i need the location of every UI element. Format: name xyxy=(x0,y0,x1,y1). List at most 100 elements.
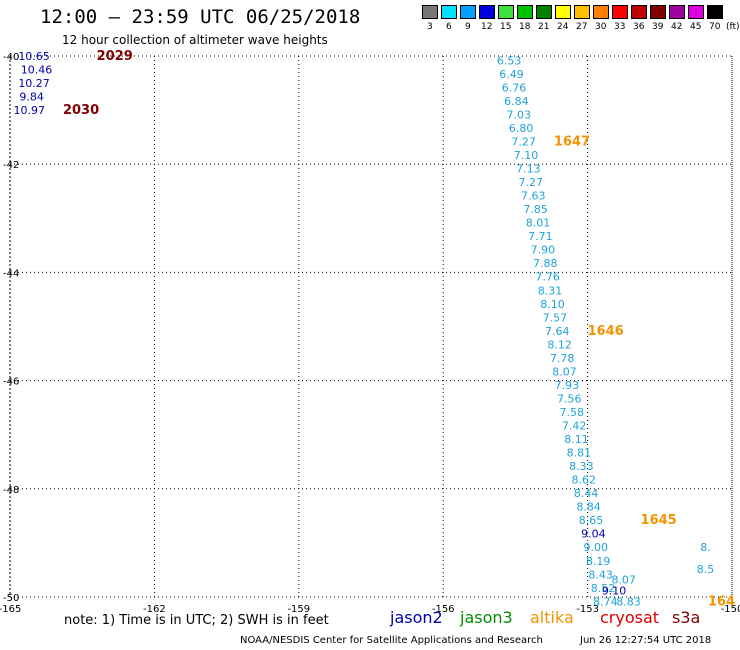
wave-height-label: 7.64 xyxy=(545,325,570,338)
legend-label: 70 xyxy=(709,22,721,32)
legend-swatch xyxy=(517,5,533,19)
legend-label: 24 xyxy=(557,22,569,32)
wave-height-label: 8.33 xyxy=(569,460,594,473)
track-time-label: 1645 xyxy=(641,513,677,528)
track-time-label: 1647 xyxy=(554,134,590,149)
legend-unit: (ft) xyxy=(726,22,740,32)
wave-height-label: 7.58 xyxy=(559,406,584,419)
legend-swatch xyxy=(441,5,457,19)
wave-height-label: 8.19 xyxy=(586,555,611,568)
wave-height-label: 6.80 xyxy=(509,122,534,135)
wave-height-label: 7.03 xyxy=(507,108,532,121)
x-tick-label: -165 xyxy=(0,604,21,615)
x-tick-label: -153 xyxy=(576,604,599,615)
wave-height-label: 8.65 xyxy=(579,514,604,527)
legend-label: 45 xyxy=(690,22,702,32)
wave-height-label: 6.49 xyxy=(499,68,524,81)
legend-swatch xyxy=(631,5,647,19)
wave-height-label: 8.81 xyxy=(567,447,592,460)
wave-height-label: 7.76 xyxy=(535,271,560,284)
wave-height-label: 6.84 xyxy=(504,95,529,108)
legend-label: 6 xyxy=(446,22,452,32)
wave-height-label: 7.63 xyxy=(521,190,546,203)
legend-label: 33 xyxy=(614,22,626,32)
wave-height-label: 8.11 xyxy=(564,433,589,446)
wave-height-label: 8.10 xyxy=(540,298,565,311)
chart-subtitle: 12 hour collection of altimeter wave hei… xyxy=(62,33,328,47)
wave-height-label: 10.27 xyxy=(18,77,50,90)
wave-height-label: 8.12 xyxy=(547,338,572,351)
x-tick-label: -159 xyxy=(287,604,310,615)
legend-label: 27 xyxy=(576,22,588,32)
legend-label: 30 xyxy=(595,22,607,32)
legend-swatch xyxy=(688,5,704,19)
legend-label: 21 xyxy=(538,22,550,32)
legend-label: 12 xyxy=(481,22,493,32)
wave-height-label: 8.74 xyxy=(593,595,618,608)
wave-height-label: 8.84 xyxy=(576,501,601,514)
legend-label: 36 xyxy=(633,22,645,32)
y-tick-label: -46 xyxy=(3,377,19,388)
wave-height-label: 10.97 xyxy=(14,104,46,117)
legend-swatch xyxy=(650,5,666,19)
legend-swatch xyxy=(612,5,628,19)
wave-height-label: 8.62 xyxy=(571,474,596,487)
wave-height-label: 8.5 xyxy=(697,563,715,576)
wave-height-label: 7.56 xyxy=(557,392,582,405)
wave-height-label: 9.04 xyxy=(581,528,606,541)
track-time-label: 2030 xyxy=(63,103,99,118)
wave-height-label: 10.46 xyxy=(21,64,53,77)
wave-height-label: 7.71 xyxy=(528,230,553,243)
wave-height-label: 9.00 xyxy=(584,541,609,554)
credit: NOAA/NESDIS Center for Satellite Applica… xyxy=(240,635,543,646)
wave-height-label: 8.31 xyxy=(538,284,563,297)
wave-height-label: 9.10 xyxy=(602,585,627,598)
satellite-name: jason3 xyxy=(460,608,513,627)
wave-height-label: 8.52 xyxy=(591,582,616,595)
track-time-label: 164 xyxy=(708,594,735,609)
wave-height-label: 6.76 xyxy=(502,81,527,94)
chart-title: 12:00 – 23:59 UTC 06/25/2018 xyxy=(40,6,361,28)
legend-swatch xyxy=(460,5,476,19)
x-tick-label: -162 xyxy=(143,604,166,615)
legend-label: 18 xyxy=(519,22,531,32)
wave-height-label: 7.93 xyxy=(555,379,580,392)
wave-height-label: 6.53 xyxy=(497,54,522,67)
y-tick-label: -50 xyxy=(3,593,19,604)
legend-swatch xyxy=(536,5,552,19)
x-tick-label: -156 xyxy=(432,604,455,615)
wave-height-label: 8. xyxy=(700,541,711,554)
wave-height-label: 7.13 xyxy=(516,163,541,176)
wave-height-label: 7.85 xyxy=(523,203,548,216)
y-tick-label: -44 xyxy=(3,268,19,279)
wave-height-label: 7.78 xyxy=(550,352,575,365)
legend-swatch xyxy=(422,5,438,19)
legend-label: 9 xyxy=(465,22,471,32)
footnote: note: 1) Time is in UTC; 2) SWH is in fe… xyxy=(64,613,329,628)
wave-height-label: 7.27 xyxy=(511,135,536,148)
legend-swatch xyxy=(555,5,571,19)
satellite-name: cryosat xyxy=(600,608,660,627)
y-tick-label: -40 xyxy=(3,52,19,63)
legend-swatch xyxy=(574,5,590,19)
track-time-label: 2029 xyxy=(97,49,133,64)
legend-swatch xyxy=(593,5,609,19)
y-tick-label: -48 xyxy=(3,485,19,496)
legend-label: 42 xyxy=(671,22,683,32)
satellite-name: jason2 xyxy=(390,608,443,627)
wave-height-label: 7.10 xyxy=(514,149,539,162)
y-tick-label: -42 xyxy=(3,160,19,171)
wave-height-label: 10.65 xyxy=(18,50,50,63)
wave-height-label: 7.88 xyxy=(533,257,558,270)
wave-height-label: 7.90 xyxy=(531,244,556,257)
satellite-name: altika xyxy=(530,608,574,627)
wave-height-label: 8.07 xyxy=(611,574,636,587)
wave-height-label: 8.01 xyxy=(526,217,551,230)
wave-height-label: 8.83 xyxy=(616,595,641,608)
wave-height-label: 8.07 xyxy=(552,365,577,378)
wave-height-label: 7.42 xyxy=(562,420,587,433)
wave-height-label: 7.57 xyxy=(543,311,568,324)
satellite-name: s3a xyxy=(672,608,701,627)
legend-swatch xyxy=(669,5,685,19)
